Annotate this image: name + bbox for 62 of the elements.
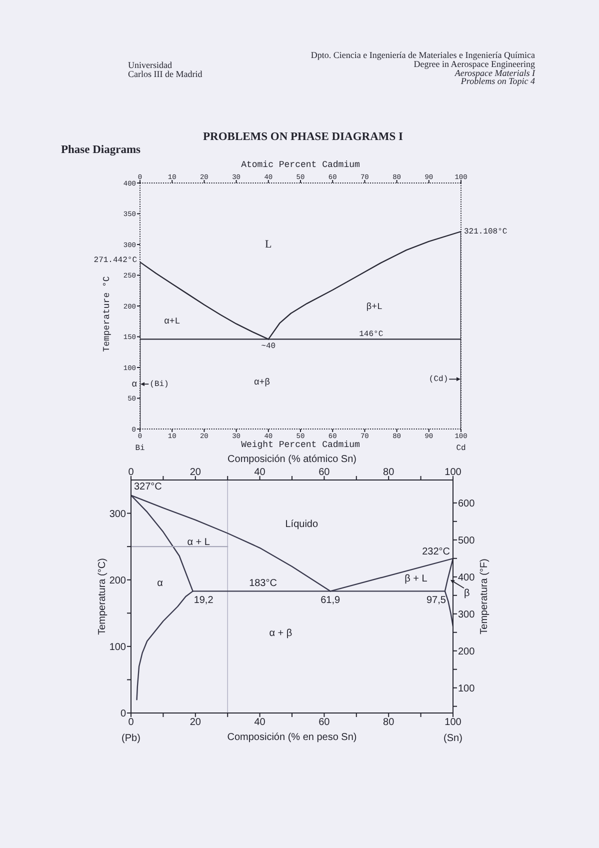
- y-tick-label: 300: [109, 508, 126, 520]
- annotation: 232°C: [422, 546, 450, 558]
- text: (Sn): [444, 732, 462, 744]
- annotation: ~40: [261, 342, 276, 351]
- annotation: Líquido: [285, 518, 318, 530]
- y2-tick-label: 500: [458, 535, 476, 546]
- x2-tick-label: 20: [190, 717, 202, 728]
- chart-subtitle: Phase Diagrams: [61, 144, 141, 156]
- annotation: 321.108°C: [464, 227, 508, 236]
- y2-tick-label: 600: [458, 498, 476, 510]
- text: Bi: [135, 444, 145, 452]
- x2-tick-label: 40: [254, 717, 266, 728]
- annotation: α: [157, 578, 164, 589]
- annotation: α+L: [164, 316, 180, 326]
- annotation: 327°C: [134, 480, 162, 492]
- text: Problems on Topic 4: [460, 76, 535, 86]
- text: (Pb): [122, 732, 140, 744]
- text: Dpto. Ciencia e Ingeniería de Materiales e Ingeniería Química: [310, 50, 535, 60]
- text: α: [132, 380, 138, 390]
- text: Cd: [456, 444, 466, 452]
- x-tick-label: 80: [383, 467, 395, 478]
- x-axis-title: Composición (% en peso Sn): [227, 732, 357, 742]
- text: Universidad: [128, 60, 172, 70]
- y-tick-label: 0: [120, 708, 126, 720]
- y-tick-label: 200: [109, 575, 126, 586]
- y-axis-title: Temperatura (°C): [96, 558, 108, 635]
- annotation: 61,9: [320, 594, 340, 606]
- y2-tick-label: 100: [458, 683, 476, 694]
- y2-tick-label: 300: [458, 609, 476, 620]
- annotation: β+L: [366, 302, 382, 312]
- text: Degree in Aerospace Engineering: [414, 58, 535, 69]
- annotation: 183°C: [249, 578, 277, 589]
- x-tick-label: 20: [190, 467, 202, 478]
- y2-tick-label: 400: [458, 572, 476, 584]
- annotation: 19,2: [194, 594, 214, 606]
- x2-tick-label: 80: [383, 717, 395, 728]
- annotation: α + L: [187, 536, 210, 548]
- text: Carlos III de Madrid: [128, 68, 202, 79]
- annotation: L: [265, 238, 272, 250]
- text: β: [464, 588, 470, 599]
- annotation: 97,5: [426, 594, 446, 606]
- chart-title: PROBLEMS ON PHASE DIAGRAMS I: [203, 131, 403, 143]
- annotation: 271.442°C: [94, 256, 138, 265]
- annotation: β + L: [404, 573, 428, 584]
- annotation: 146°C: [359, 330, 384, 339]
- y-axis-title: Temperature °C: [102, 276, 112, 352]
- annotation: (Cd): [428, 374, 448, 384]
- annotation: (Bi): [150, 380, 169, 389]
- text: Aerospace Materials I: [454, 68, 535, 78]
- x2-tick-label: 100: [444, 717, 462, 728]
- x2-tick-label: 60: [318, 717, 330, 728]
- y2-tick-label: 200: [458, 646, 476, 658]
- x-tick-label: 40: [254, 467, 266, 478]
- x-axis-title: Weight Percent Cadmium: [241, 440, 360, 450]
- x2-axis-title: Composición (% atómico Sn): [228, 454, 356, 464]
- annotation: α + β: [269, 628, 292, 639]
- x-tick-label: 100: [444, 467, 462, 478]
- y-tick-label: 100: [109, 642, 126, 653]
- x2-axis-title: Atomic Percent Cadmium: [241, 160, 360, 170]
- x-tick-label: 60: [318, 467, 330, 478]
- annotation: α+β: [254, 377, 270, 388]
- y2-axis-title: Temperatura (°F): [478, 558, 490, 634]
